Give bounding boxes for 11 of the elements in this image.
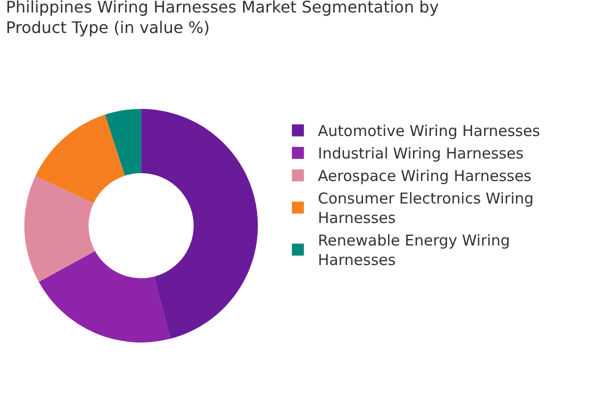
legend-label: Automotive Wiring Harnesses [318, 122, 540, 140]
donut-slice [105, 108, 142, 176]
donut-slice [141, 108, 258, 339]
donut-slice [38, 250, 170, 342]
legend-label: Renewable Energy Wiring Harnesses [318, 232, 510, 270]
donut-slice [24, 176, 96, 282]
legend-label: Industrial Wiring Harnesses [318, 144, 524, 163]
chart-title: Philippines Wiring Harnesses Market Segmentation by Product Type (in value %) [6, 0, 439, 38]
donut-slice [35, 114, 125, 204]
legend-label: Aerospace Wiring Harnesses [318, 167, 532, 186]
legend-label: Consumer Electronics Wiring Harnesses [318, 190, 534, 228]
